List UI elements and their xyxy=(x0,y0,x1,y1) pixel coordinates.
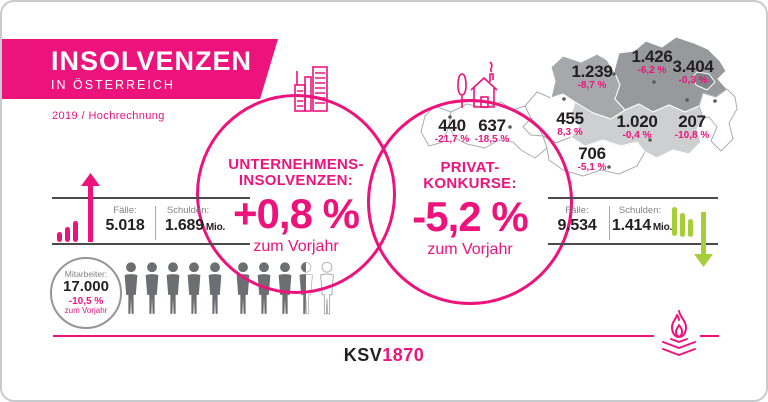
business-debt-label: Schulden: xyxy=(166,205,210,216)
private-change-caption: zum Vorjahr xyxy=(427,241,513,258)
map-change: -0,3 % xyxy=(678,75,708,86)
business-change-value: +0,8 % xyxy=(233,190,360,237)
region-wien xyxy=(692,71,716,91)
business-stats-bottom-rule xyxy=(52,243,250,245)
flame-in-hands-icon xyxy=(662,310,696,356)
map-change: -6,2 % xyxy=(637,65,667,76)
business-cases-label: Fälle: xyxy=(113,205,137,216)
private-debt-number: 1.414 xyxy=(611,217,651,234)
person-pictogram-icon xyxy=(205,259,225,317)
map-value: 455 xyxy=(556,109,584,128)
footer-rule-left xyxy=(53,335,654,337)
private-debt-value: 1.414 Mio. xyxy=(612,217,672,235)
map-label-salzburg: 455 8,3 % xyxy=(556,109,584,138)
business-debt-number: 1.689 xyxy=(164,217,204,234)
business-label-line2: INSOLVENZEN: xyxy=(238,172,354,189)
private-stats-divider xyxy=(609,206,610,240)
private-debt-label: Schulden: xyxy=(618,205,662,216)
map-label-oberoesterreich: 1.239 -8,7 % xyxy=(571,63,612,91)
private-bankruptcy-circle: PRIVAT- KONKURSE: -5,2 % zum Vorjahr xyxy=(367,99,573,305)
map-change: -8,7 % xyxy=(577,80,607,91)
house-with-tree-icon xyxy=(457,61,498,108)
business-cases-value: 5.018 xyxy=(105,217,145,234)
map-label-kaernten: 706 -5,1 % xyxy=(578,145,607,173)
person-pictogram-icon xyxy=(163,259,183,317)
map-value: 1.239 xyxy=(571,62,613,81)
business-label-line1: UNTERNEHMENS- xyxy=(228,156,364,173)
private-stats-top-rule xyxy=(548,197,718,199)
map-label-niederoesterreich: 1.426 -6,2 % xyxy=(631,48,672,76)
private-change-value: -5,2 % xyxy=(412,193,528,240)
map-change: -10,8 % xyxy=(674,130,710,141)
person-pictogram-icon xyxy=(121,259,141,317)
business-stats-divider xyxy=(155,206,156,240)
business-stats-top-rule xyxy=(52,197,250,199)
private-debt-unit: Mio. xyxy=(652,222,673,233)
ksv1870-logo: KSV1870 xyxy=(2,345,766,366)
bars-arrow-up-icon xyxy=(57,173,100,242)
year-note: 2019 / Hochrechnung xyxy=(52,110,165,122)
business-insolvency-circle: UNTERNEHMENS- INSOLVENZEN: +0,8 % zum Vo… xyxy=(196,94,396,294)
map-value: 3.404 xyxy=(672,57,714,76)
business-debt-unit: Mio. xyxy=(205,222,226,233)
map-change: 8,3 % xyxy=(557,127,583,138)
employees-caption: zum Vorjahr xyxy=(64,306,108,316)
private-stats-bottom-rule xyxy=(548,243,718,245)
title-banner: INSOLVENZEN IN ÖSTERREICH xyxy=(2,39,278,99)
map-value: 1.020 xyxy=(616,112,658,131)
region-burgenland xyxy=(698,88,738,152)
brand-1870: 1870 xyxy=(382,345,425,365)
map-change: -0,4 % xyxy=(622,130,652,141)
map-value: 1.426 xyxy=(631,47,673,66)
employees-change: -10,5 % xyxy=(68,296,104,308)
private-label-line2: KONKURSE: xyxy=(423,175,517,192)
employees-value: 17.000 xyxy=(63,278,109,296)
page-title: INSOLVENZEN xyxy=(51,46,253,76)
bars-arrow-down-icon xyxy=(672,207,713,267)
austria-map-svg xyxy=(420,36,738,177)
map-value: 207 xyxy=(678,112,706,131)
map-value: 706 xyxy=(578,144,606,163)
city-buildings-icon xyxy=(294,66,328,112)
business-debt-value: 1.689 Mio. xyxy=(165,217,225,235)
page-subtitle: IN ÖSTERREICH xyxy=(51,78,175,92)
brand-ksv: KSV xyxy=(343,345,383,365)
business-change-caption: zum Vorjahr xyxy=(253,238,339,255)
map-label-burgenland: 207 -10,8 % xyxy=(675,113,709,141)
private-cases-label: Fälle: xyxy=(565,205,589,216)
map-label-steiermark: 1.020 -0,4 % xyxy=(616,113,657,141)
person-pictogram-icon xyxy=(184,259,204,317)
employees-label: Mitarbeiter: xyxy=(64,268,108,279)
map-change: -5,1 % xyxy=(577,162,607,173)
map-label-wien: 3.404 -0,3 % xyxy=(672,58,713,86)
region-steiermark xyxy=(570,101,704,159)
person-pictogram-icon xyxy=(142,259,162,317)
private-cases-value: 9.534 xyxy=(557,217,597,234)
employees-badge: Mitarbeiter: 17.000 -10,5 % zum Vorjahr xyxy=(50,257,122,329)
footer-rule-right xyxy=(700,335,719,337)
private-label-line1: PRIVAT- xyxy=(440,159,500,176)
